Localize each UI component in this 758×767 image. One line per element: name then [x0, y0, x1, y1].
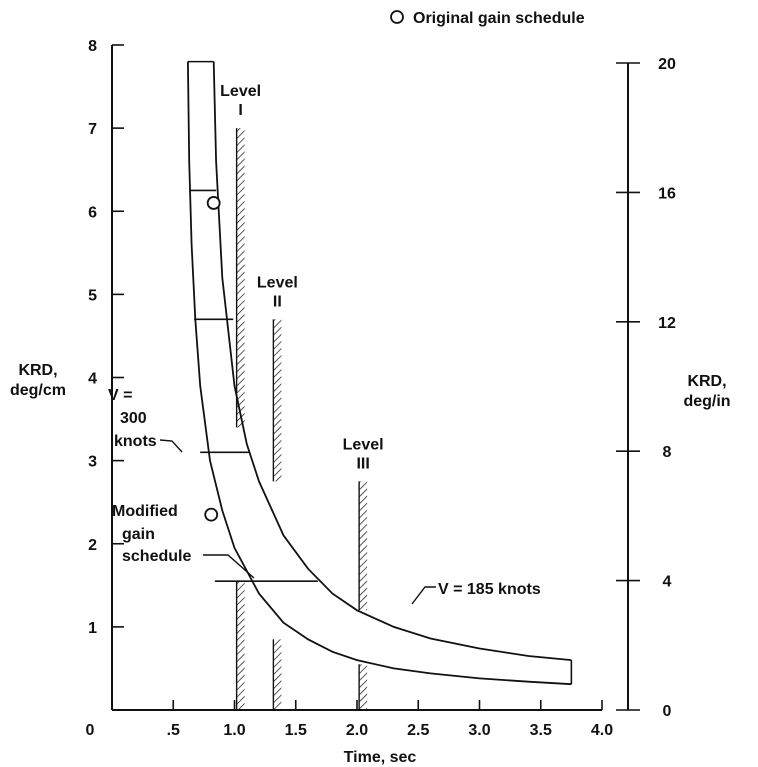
y-right-tick-label: 0 [663, 703, 672, 720]
y-right-axis-title: deg/in [683, 393, 730, 410]
y-right-tick-label: 12 [658, 315, 676, 332]
legend-marker [390, 10, 404, 24]
y-right-axis-title: KRD, [687, 373, 726, 390]
y-right-tick-label: 20 [658, 56, 676, 73]
y-left-axis-title: KRD, [18, 362, 57, 379]
annotation-v300: knots [114, 433, 157, 450]
y-right-tick-label: 8 [663, 444, 672, 461]
level-label: Level [257, 274, 298, 291]
original-gain-point [206, 196, 221, 210]
x-tick-label: 1.0 [223, 722, 245, 739]
y-left-tick-label: 4 [88, 371, 97, 388]
annotation-v185: V = 185 knots [438, 581, 541, 598]
y-left-tick-label: 3 [88, 454, 97, 471]
level-label: Level [220, 83, 261, 100]
level-label: III [356, 455, 369, 472]
y-left-axis-title: deg/cm [10, 382, 66, 399]
x-tick-label: 4.0 [591, 722, 613, 739]
level-label: Level [343, 436, 384, 453]
level-label: II [273, 293, 282, 310]
y-left-tick-label: 2 [88, 537, 97, 554]
series-curve-v-185-knots [212, 61, 572, 661]
level-boundary-hatch [273, 319, 282, 482]
y-left-tick-label: 1 [88, 620, 97, 637]
annotation-modified-gain: Modified [112, 503, 178, 520]
original-gain-point [204, 507, 219, 522]
legend-label: Original gain schedule [413, 10, 585, 27]
y-right-tick-label: 4 [663, 574, 672, 591]
x-tick-label: 0 [86, 722, 95, 739]
x-tick-label: 2.0 [346, 722, 368, 739]
annotation-modified-gain: schedule [122, 548, 191, 565]
annotation-modified-gain-leader [203, 554, 255, 579]
y-left-tick-label: 7 [88, 121, 97, 138]
y-right-tick-label: 16 [658, 185, 676, 202]
y-left-tick-label: 8 [88, 38, 97, 55]
x-tick-label: 3.0 [468, 722, 490, 739]
level-boundary-hatch [273, 639, 282, 710]
x-axis-title: Time, sec [344, 749, 417, 766]
annotation-v300: 300 [120, 410, 147, 427]
series-curve-v-300-knots [187, 61, 572, 686]
x-tick-label: 2.5 [407, 722, 429, 739]
level-boundary-hatch [359, 664, 368, 710]
annotation-modified-gain: gain [122, 526, 155, 543]
annotation-v300: V = [108, 387, 132, 404]
annotation-v185-leader [411, 586, 436, 605]
level-label: I [238, 102, 242, 119]
x-tick-label: .5 [167, 722, 180, 739]
level-boundary-hatch [359, 481, 368, 611]
x-tick-label: 3.5 [530, 722, 552, 739]
y-left-tick-label: 6 [88, 204, 97, 221]
y-left-tick-label: 5 [88, 287, 97, 304]
level-boundary-hatch [236, 128, 245, 428]
x-tick-label: 1.5 [285, 722, 307, 739]
level-boundary-hatch [236, 581, 245, 710]
annotation-v300-leader [159, 439, 183, 453]
